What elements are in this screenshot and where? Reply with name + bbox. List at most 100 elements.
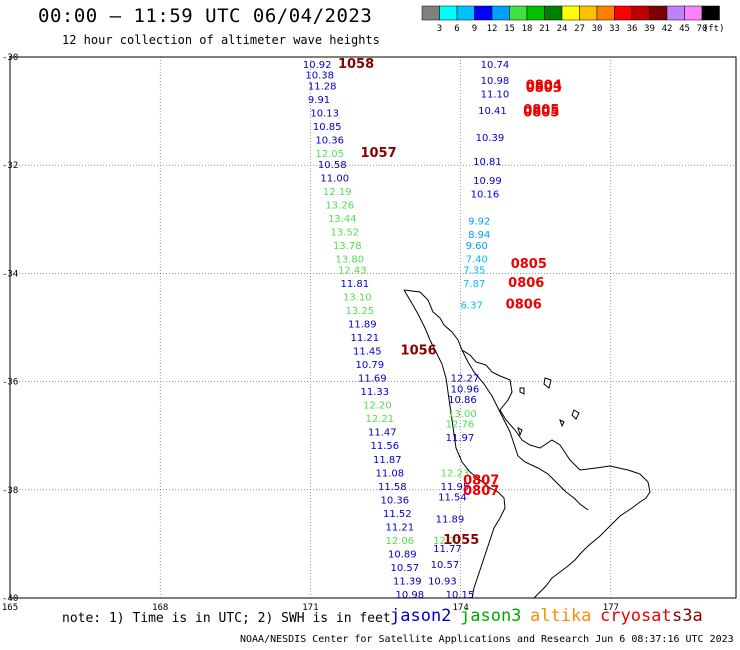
island-2	[519, 387, 525, 395]
page-title: 00:00 – 11:59 UTC 06/04/2023	[38, 5, 373, 27]
swh-label: 10.96	[451, 384, 480, 395]
lon-label: 171	[302, 603, 318, 613]
swh-label: 10.93	[428, 576, 457, 587]
swh-label: 9.92	[468, 217, 490, 228]
swh-label: 9.91	[308, 95, 330, 106]
lat-label: -40	[2, 594, 18, 604]
coastline-east-detail	[461, 349, 589, 511]
colorbar-label: 33	[609, 24, 620, 34]
time-label: 0804	[526, 78, 562, 93]
colorbar-label: 12	[487, 24, 498, 34]
swh-label: 11.87	[373, 455, 402, 466]
swh-colorbar: 3 6 9 12 15 18 21 24 27 30 33 36 39 42 45 70(ft)	[421, 5, 725, 34]
colorbar-swatch	[561, 5, 580, 21]
swh-label: 11.69	[358, 374, 387, 385]
swh-label: 12.05	[315, 149, 344, 160]
island-1	[543, 377, 552, 389]
swh-label: 10.79	[355, 360, 384, 371]
lon-label: 168	[152, 603, 168, 613]
swh-label: 11.95	[441, 482, 470, 493]
swh-label: 11.58	[378, 482, 407, 493]
island-5	[517, 427, 523, 437]
swh-label: 10.39	[476, 133, 505, 144]
colorbar-unit: (ft)	[703, 24, 725, 34]
colorbar-swatch	[474, 5, 493, 21]
swh-label: 11.08	[376, 468, 405, 479]
legend-s3a: s3a	[672, 606, 703, 626]
swh-track-labels: 10.9210.3811.289.9110.1310.8510.3612.051…	[303, 60, 509, 601]
swh-label: 13.80	[335, 255, 364, 266]
island-3	[571, 409, 580, 420]
lat-label: -36	[2, 378, 18, 388]
swh-label: 10.38	[305, 71, 334, 82]
colorbar-swatch	[614, 5, 633, 21]
colorbar-label: 24	[557, 24, 568, 34]
colorbar-label: 9	[472, 24, 477, 34]
swh-label: 13.52	[330, 228, 359, 239]
swh-label: 12.27	[451, 374, 480, 385]
swh-label: 8.94	[468, 230, 490, 241]
lon-label: 177	[603, 603, 619, 613]
coastline-north-island	[403, 289, 651, 599]
colorbar-label: 27	[574, 24, 585, 34]
graticule	[10, 57, 736, 598]
colorbar-label: 6	[454, 24, 459, 34]
swh-label: 10.85	[313, 122, 342, 133]
lat-label: -32	[2, 161, 18, 171]
swh-label: 11.21	[350, 333, 379, 344]
colorbar-swatch	[421, 5, 440, 21]
swh-label: 10.36	[381, 495, 410, 506]
swh-label: 11.39	[393, 576, 422, 587]
swh-label: 13.25	[345, 306, 374, 317]
time-label: 0805	[523, 103, 559, 118]
colorbar-swatch	[439, 5, 458, 21]
swh-label: 12.76	[446, 420, 475, 431]
swh-label: 11.97	[446, 433, 475, 444]
legend-jason2: jason2	[390, 606, 452, 626]
swh-label: 11.21	[386, 522, 415, 533]
colorbar-label: 30	[592, 24, 603, 34]
swh-label: 9.60	[466, 241, 488, 252]
swh-label: 12.43	[338, 265, 367, 276]
footer-credit: NOAA/NESDIS Center for Satellite Applica…	[240, 634, 734, 645]
swh-label: 10.98	[481, 76, 510, 87]
colorbar-swatch	[544, 5, 563, 21]
time-label: 1056	[401, 344, 437, 359]
lon-label: 165	[2, 603, 18, 613]
swh-label: 10.99	[473, 176, 502, 187]
colorbar-label: 36	[627, 24, 638, 34]
time-label: 1058	[338, 57, 374, 72]
coastline-west-coast	[403, 289, 506, 599]
swh-label: 11.89	[436, 514, 465, 525]
time-label: 1055	[443, 533, 479, 548]
swh-label: 12.77	[433, 536, 462, 547]
legend-jason3: jason3	[460, 606, 522, 626]
swh-label: 10.36	[315, 136, 344, 147]
time-label: 0807	[463, 473, 499, 488]
colorbar-label: 3	[437, 24, 442, 34]
swh-label: 11.52	[383, 509, 412, 520]
swh-label: 13.26	[325, 200, 354, 211]
colorbar-swatch	[579, 5, 598, 21]
swh-label: 11.81	[340, 279, 369, 290]
swh-label: 11.45	[353, 347, 382, 358]
swh-label: 10.16	[471, 190, 500, 201]
swh-label: 10.89	[388, 549, 417, 560]
swh-label: 13.44	[328, 214, 357, 225]
time-label: 1057	[360, 146, 396, 161]
lon-label: 174	[452, 603, 468, 613]
swh-label: 12.21	[365, 414, 394, 425]
colorbar-swatch	[701, 5, 720, 21]
time-label: 0807	[463, 484, 499, 499]
colorbar-label: 45	[679, 24, 690, 34]
swh-label: 11.10	[481, 90, 510, 101]
footer-note: note: 1) Time is in UTC; 2) SWH is in fe…	[62, 611, 391, 626]
time-label: 0806	[508, 276, 544, 291]
map-border	[9, 56, 737, 599]
colorbar-label: 70	[697, 24, 708, 34]
islands	[517, 377, 580, 437]
swh-label: 7.87	[463, 279, 485, 290]
colorbar-swatch	[596, 5, 615, 21]
page-subtitle: 12 hour collection of altimeter wave hei…	[62, 33, 380, 47]
